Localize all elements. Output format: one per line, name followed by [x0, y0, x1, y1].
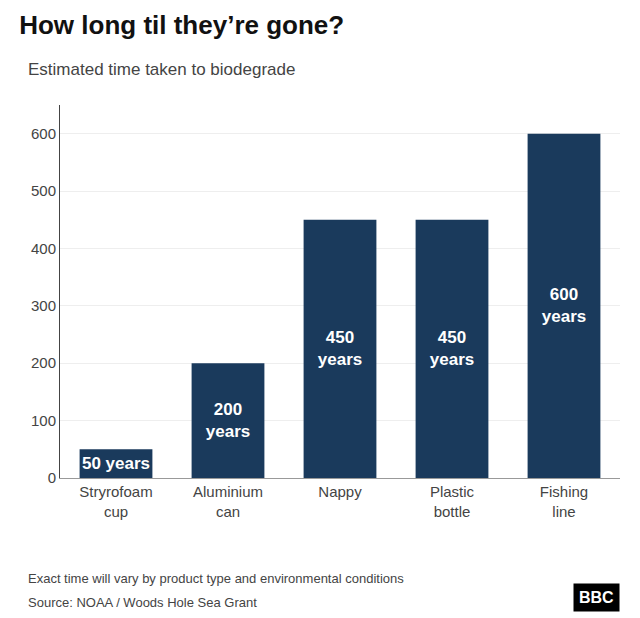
svg-text:Estimated time taken to biodeg: Estimated time taken to biodegrade — [28, 60, 295, 79]
svg-text:Source: NOAA / Woods Hole Sea: Source: NOAA / Woods Hole Sea Grant — [28, 595, 257, 610]
svg-text:400: 400 — [31, 240, 56, 257]
svg-text:300: 300 — [31, 297, 56, 314]
svg-text:BBC: BBC — [579, 589, 614, 606]
svg-text:Plasticbottle: Plasticbottle — [430, 483, 475, 520]
svg-text:How long til they’re gone?: How long til they’re gone? — [19, 10, 344, 40]
svg-text:450years: 450years — [430, 328, 474, 369]
svg-text:450years: 450years — [318, 328, 362, 369]
svg-text:200years: 200years — [206, 400, 250, 441]
svg-text:100: 100 — [31, 412, 56, 429]
svg-text:600: 600 — [31, 125, 56, 142]
svg-text:Aluminiumcan: Aluminiumcan — [193, 483, 263, 520]
svg-text:Stryrofoamcup: Stryrofoamcup — [79, 483, 152, 520]
svg-text:Fishingline: Fishingline — [540, 483, 588, 520]
svg-text:50 years: 50 years — [82, 454, 150, 473]
svg-text:200: 200 — [31, 354, 56, 371]
svg-text:600years: 600years — [542, 285, 586, 326]
svg-text:0: 0 — [48, 469, 56, 486]
svg-text:500: 500 — [31, 182, 56, 199]
svg-text:Nappy: Nappy — [318, 483, 362, 500]
svg-text:Exact time will vary by produc: Exact time will vary by product type and… — [28, 571, 404, 586]
